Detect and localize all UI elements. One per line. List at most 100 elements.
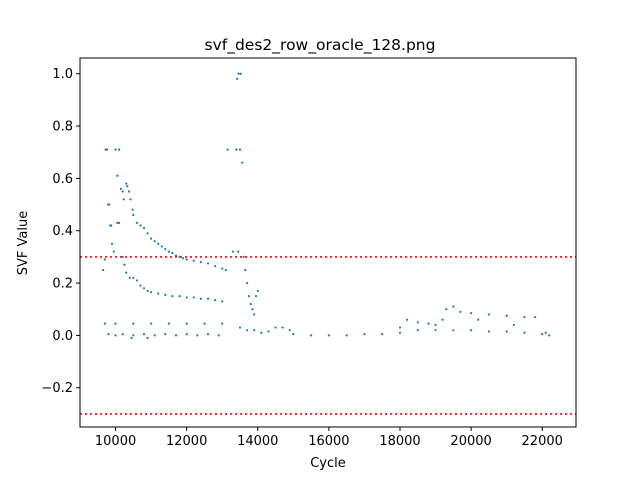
data-point bbox=[199, 297, 202, 300]
x-tick-label: 14000 bbox=[237, 434, 278, 449]
data-point bbox=[237, 250, 240, 253]
data-point bbox=[214, 264, 217, 268]
data-point bbox=[214, 298, 217, 302]
data-point bbox=[130, 336, 133, 340]
data-point bbox=[171, 295, 174, 298]
data-point bbox=[199, 261, 202, 264]
data-point bbox=[541, 332, 544, 336]
data-point bbox=[217, 334, 220, 337]
data-point bbox=[128, 276, 131, 279]
data-point bbox=[221, 322, 224, 325]
data-point bbox=[441, 318, 444, 321]
data-point bbox=[505, 314, 508, 317]
data-point bbox=[512, 323, 515, 327]
y-tick-label: 0.0 bbox=[52, 329, 73, 344]
data-point bbox=[445, 308, 448, 311]
data-point bbox=[178, 255, 181, 258]
data-point bbox=[116, 174, 119, 177]
data-point bbox=[164, 293, 167, 296]
data-point bbox=[112, 250, 115, 253]
x-tick-label: 10000 bbox=[95, 434, 136, 449]
data-point bbox=[125, 182, 128, 185]
data-point bbox=[105, 148, 109, 151]
data-point bbox=[157, 292, 160, 295]
data-point bbox=[206, 332, 210, 336]
data-point bbox=[114, 148, 117, 151]
chart-title: svf_des2_row_oracle_128.png bbox=[205, 36, 436, 55]
data-point bbox=[185, 296, 188, 299]
data-point bbox=[142, 287, 146, 290]
axes-frame bbox=[79, 57, 577, 428]
data-point bbox=[523, 315, 526, 319]
data-point bbox=[116, 221, 119, 224]
data-point bbox=[108, 203, 111, 206]
data-point bbox=[157, 242, 160, 245]
data-point bbox=[139, 284, 142, 287]
data-point bbox=[249, 302, 252, 306]
data-point bbox=[470, 329, 473, 332]
data-point bbox=[487, 330, 490, 333]
data-point bbox=[238, 148, 242, 151]
data-point bbox=[142, 227, 146, 230]
data-point bbox=[178, 295, 181, 298]
data-point bbox=[146, 232, 149, 235]
data-point bbox=[203, 322, 206, 325]
data-point bbox=[119, 187, 122, 190]
x-tick-label: 18000 bbox=[379, 434, 420, 449]
data-point bbox=[196, 334, 199, 337]
data-point bbox=[254, 295, 258, 298]
data-point bbox=[253, 313, 256, 316]
data-point bbox=[416, 329, 419, 332]
data-point bbox=[221, 300, 224, 303]
data-point bbox=[121, 190, 124, 193]
data-point bbox=[153, 240, 156, 243]
data-point bbox=[118, 221, 121, 224]
x-tick-label: 20000 bbox=[450, 434, 491, 449]
data-point bbox=[310, 334, 313, 337]
plot-area bbox=[79, 57, 577, 428]
y-tick-label: 0.8 bbox=[52, 120, 73, 135]
data-point bbox=[226, 148, 229, 151]
data-point bbox=[110, 242, 114, 245]
y-tick-label: 0.4 bbox=[52, 224, 73, 239]
x-tick-label: 12000 bbox=[166, 434, 207, 449]
data-point bbox=[192, 296, 195, 299]
data-point bbox=[146, 336, 149, 340]
data-point bbox=[487, 313, 490, 316]
data-point bbox=[427, 322, 430, 325]
data-point bbox=[292, 332, 295, 336]
data-point bbox=[123, 263, 126, 266]
data-point bbox=[238, 326, 242, 329]
data-point bbox=[459, 310, 462, 313]
data-point bbox=[160, 245, 163, 248]
data-point bbox=[107, 332, 110, 336]
data-point bbox=[206, 297, 210, 300]
data-point bbox=[274, 326, 277, 329]
x-tick-label: 22000 bbox=[522, 434, 563, 449]
data-point bbox=[150, 237, 153, 240]
data-point bbox=[121, 332, 124, 336]
data-point bbox=[164, 332, 167, 336]
x-tick-label: 16000 bbox=[308, 434, 349, 449]
data-point bbox=[153, 334, 156, 337]
data-point bbox=[129, 198, 132, 201]
data-point bbox=[434, 323, 437, 327]
data-point bbox=[185, 258, 188, 261]
data-point bbox=[244, 268, 247, 272]
data-point bbox=[150, 291, 153, 294]
data-point bbox=[114, 334, 117, 337]
data-point bbox=[231, 250, 234, 253]
data-point bbox=[135, 221, 138, 224]
data-point bbox=[363, 332, 366, 336]
data-point bbox=[416, 321, 419, 324]
data-point bbox=[544, 331, 547, 334]
data-point bbox=[206, 262, 210, 265]
data-point bbox=[135, 279, 138, 282]
data-point bbox=[452, 305, 455, 308]
y-tick-label: 1.0 bbox=[52, 67, 73, 82]
data-point bbox=[246, 281, 249, 285]
data-point bbox=[126, 185, 129, 188]
data-point bbox=[142, 332, 146, 336]
data-point bbox=[398, 331, 402, 334]
